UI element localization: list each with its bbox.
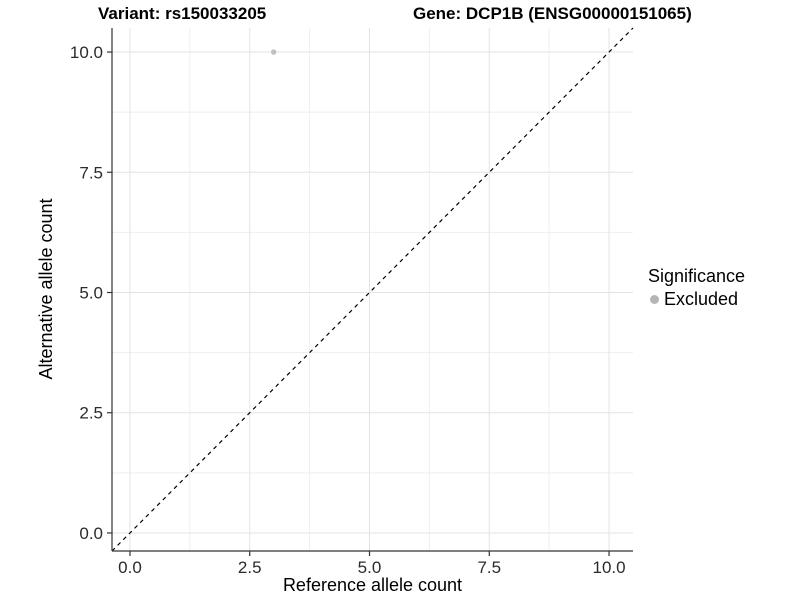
variant-title: Variant: rs150033205: [98, 4, 267, 23]
x-tick-label: 2.5: [238, 558, 262, 577]
identity-reference-line: [111, 27, 634, 552]
legend-item-label: Excluded: [664, 289, 739, 309]
x-tick-label: 10.0: [592, 558, 625, 577]
x-tick-label: 0.0: [118, 558, 142, 577]
y-axis-title: Alternative allele count: [36, 198, 56, 380]
x-tick-label: 7.5: [477, 558, 501, 577]
legend-item-excluded: Excluded: [646, 289, 745, 309]
legend-title: Significance: [648, 266, 746, 286]
x-axis-title: Reference allele count: [282, 575, 463, 595]
data-point: [270, 49, 277, 55]
y-tick-label: 2.5: [79, 404, 103, 423]
legend: Significance Excluded: [646, 266, 745, 309]
x-tick-label: 5.0: [358, 558, 382, 577]
y-tick-label: 5.0: [79, 284, 103, 303]
y-tick-label: 0.0: [79, 524, 103, 543]
y-tick-label: 7.5: [79, 163, 103, 182]
gene-title: Gene: DCP1B (ENSG00000151065): [413, 4, 692, 23]
excluded-point-swatch-icon: [650, 294, 659, 304]
y-tick-label: 10.0: [70, 43, 103, 62]
